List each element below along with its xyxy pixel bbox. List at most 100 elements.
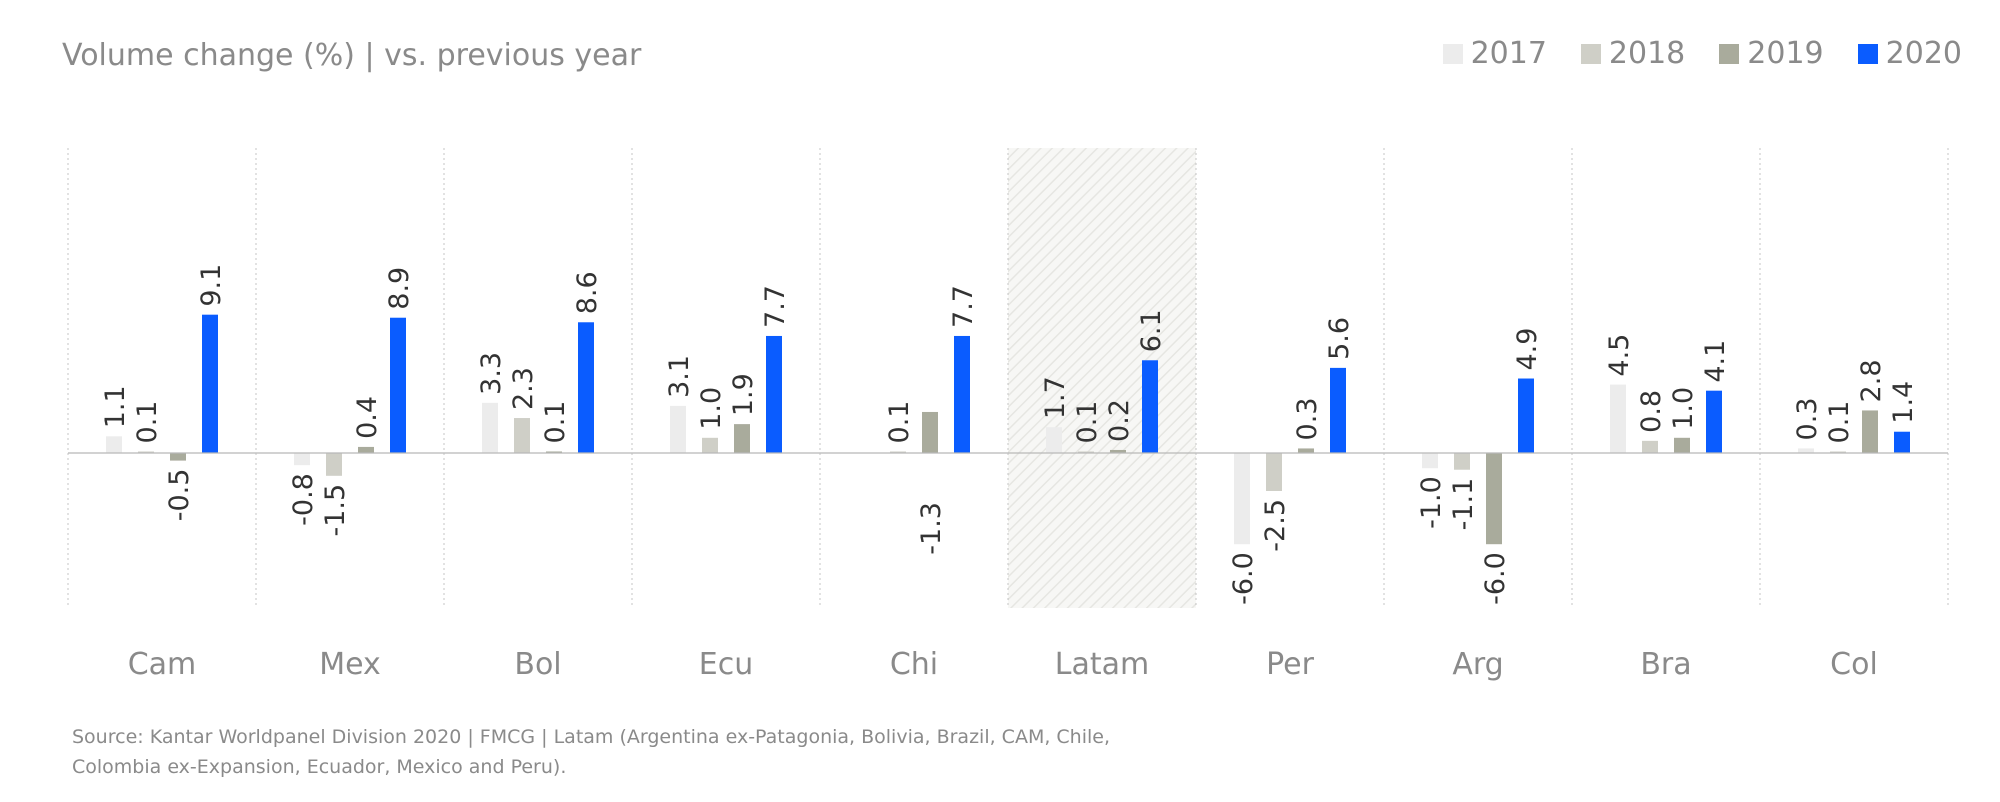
- value-label-cam-2017: 1.1: [100, 385, 131, 428]
- bar-bol-2019: [546, 451, 562, 453]
- value-label-per-2017: -6.0: [1228, 552, 1259, 605]
- legend-label-2019: 2019: [1747, 36, 1824, 71]
- value-label-bol-2018: 2.3: [508, 367, 539, 410]
- value-label-bra-2018: 0.8: [1636, 390, 1667, 433]
- value-label-bol-2017: 3.3: [476, 352, 507, 395]
- category-label-bra: Bra: [1640, 647, 1691, 682]
- bar-col-2017: [1798, 448, 1814, 453]
- value-label-arg-2018: -1.1: [1448, 478, 1479, 531]
- legend-item-2019: 2019: [1719, 36, 1824, 71]
- value-label-latam-2020: 6.1: [1136, 309, 1167, 352]
- value-label-arg-2020: 4.9: [1512, 328, 1543, 371]
- value-label-mex-2019: 0.4: [352, 396, 383, 439]
- bar-latam-2018: [1078, 451, 1094, 453]
- bar-per-2018: [1266, 453, 1282, 491]
- value-label-per-2018: -2.5: [1260, 499, 1291, 552]
- value-label-bra-2020: 4.1: [1700, 340, 1731, 383]
- value-label-mex-2018: -1.5: [320, 484, 351, 537]
- legend-item-2018: 2018: [1580, 36, 1686, 71]
- bar-ecu-2019: [734, 424, 750, 453]
- value-label-col-2018: 0.1: [1824, 401, 1855, 444]
- value-label-ecu-2020: 7.7: [760, 285, 791, 328]
- value-label-col-2019: 2.8: [1856, 359, 1887, 402]
- value-label-col-2020: 1.4: [1888, 381, 1919, 424]
- bar-mex-2018: [326, 453, 342, 476]
- bar-cam-2017: [106, 436, 122, 453]
- bar-arg-2018: [1454, 453, 1470, 470]
- bar-mex-2019: [358, 446, 374, 453]
- legend-label-2017: 2017: [1470, 36, 1547, 71]
- bar-col-2018: [1830, 451, 1846, 453]
- category-label-mex: Mex: [319, 647, 381, 682]
- bar-chi-2020: [954, 335, 970, 453]
- value-label-bra-2017: 4.5: [1604, 334, 1635, 377]
- bar-arg-2019: [1486, 453, 1502, 545]
- category-label-chi: Chi: [890, 647, 938, 682]
- value-label-mex-2017: -0.8: [288, 473, 319, 526]
- bar-per-2017: [1234, 453, 1250, 545]
- value-label-ecu-2017: 3.1: [664, 355, 695, 398]
- category-label-arg: Arg: [1452, 647, 1503, 682]
- value-label-col-2017: 0.3: [1792, 397, 1823, 440]
- value-label-bol-2019: 0.1: [540, 401, 571, 444]
- legend-item-2020: 2020: [1857, 36, 1962, 71]
- value-label-chi-2019: -1.3: [916, 502, 947, 555]
- value-label-latam-2017: 1.7: [1040, 376, 1071, 419]
- bar-bra-2019: [1674, 437, 1690, 453]
- legend-swatch-2018: [1580, 43, 1601, 64]
- value-label-latam-2019: 0.2: [1104, 399, 1135, 442]
- highlight-column-latam: [1008, 148, 1196, 608]
- bar-bra-2020: [1706, 390, 1722, 453]
- bar-chi-2019: [922, 411, 938, 453]
- value-label-cam-2020: 9.1: [196, 264, 227, 307]
- value-label-cam-2019: -0.5: [164, 469, 195, 522]
- legend-swatch-2020: [1857, 43, 1878, 64]
- bar-ecu-2017: [670, 405, 686, 453]
- bar-cam-2020: [202, 314, 218, 453]
- value-label-mex-2020: 8.9: [384, 267, 415, 310]
- value-label-ecu-2018: 1.0: [696, 387, 727, 430]
- bar-per-2020: [1330, 367, 1346, 453]
- legend-label-2018: 2018: [1608, 36, 1686, 71]
- category-label-cam: Cam: [128, 647, 197, 682]
- value-label-ecu-2019: 1.9: [728, 373, 759, 416]
- value-label-cam-2018: 0.1: [132, 401, 163, 444]
- value-label-bra-2019: 1.0: [1668, 387, 1699, 430]
- chart-title: Volume change (%) | vs. previous year: [62, 38, 642, 73]
- bar-ecu-2018: [702, 437, 718, 453]
- legend-item-2017: 2017: [1442, 36, 1547, 71]
- value-label-arg-2019: -6.0: [1480, 552, 1511, 605]
- legend: 2017 2018 2019 2020: [1442, 36, 1962, 71]
- value-label-per-2019: 0.3: [1292, 397, 1323, 440]
- bar-latam-2020: [1142, 360, 1158, 453]
- bar-cam-2019: [170, 453, 186, 461]
- bar-col-2020: [1894, 431, 1910, 453]
- category-label-col: Col: [1830, 647, 1878, 682]
- bar-latam-2017: [1046, 427, 1062, 453]
- bar-bra-2017: [1610, 384, 1626, 453]
- legend-label-2020: 2020: [1885, 36, 1962, 71]
- source-note: Source: Kantar Worldpanel Division 2020 …: [72, 726, 1111, 778]
- bar-latam-2019: [1110, 449, 1126, 453]
- bar-per-2019: [1298, 448, 1314, 453]
- bar-mex-2020: [390, 317, 406, 453]
- category-label-per: Per: [1266, 647, 1314, 682]
- category-label-bol: Bol: [514, 647, 561, 682]
- value-label-bol-2020: 8.6: [572, 271, 603, 314]
- value-label-chi-2018: 0.1: [884, 401, 915, 444]
- bar-arg-2017: [1422, 453, 1438, 469]
- bar-bol-2020: [578, 322, 594, 453]
- bar-ecu-2020: [766, 335, 782, 453]
- bar-cam-2018: [138, 451, 154, 453]
- category-label-latam: Latam: [1055, 647, 1149, 682]
- bar-arg-2020: [1518, 378, 1534, 453]
- bar-bol-2018: [514, 418, 530, 453]
- value-label-chi-2020: 7.7: [948, 285, 979, 328]
- bar-mex-2017: [294, 453, 310, 466]
- value-label-per-2020: 5.6: [1324, 317, 1355, 360]
- bar-chi-2018: [890, 451, 906, 453]
- bar-col-2019: [1862, 410, 1878, 453]
- category-label-ecu: Ecu: [699, 647, 753, 682]
